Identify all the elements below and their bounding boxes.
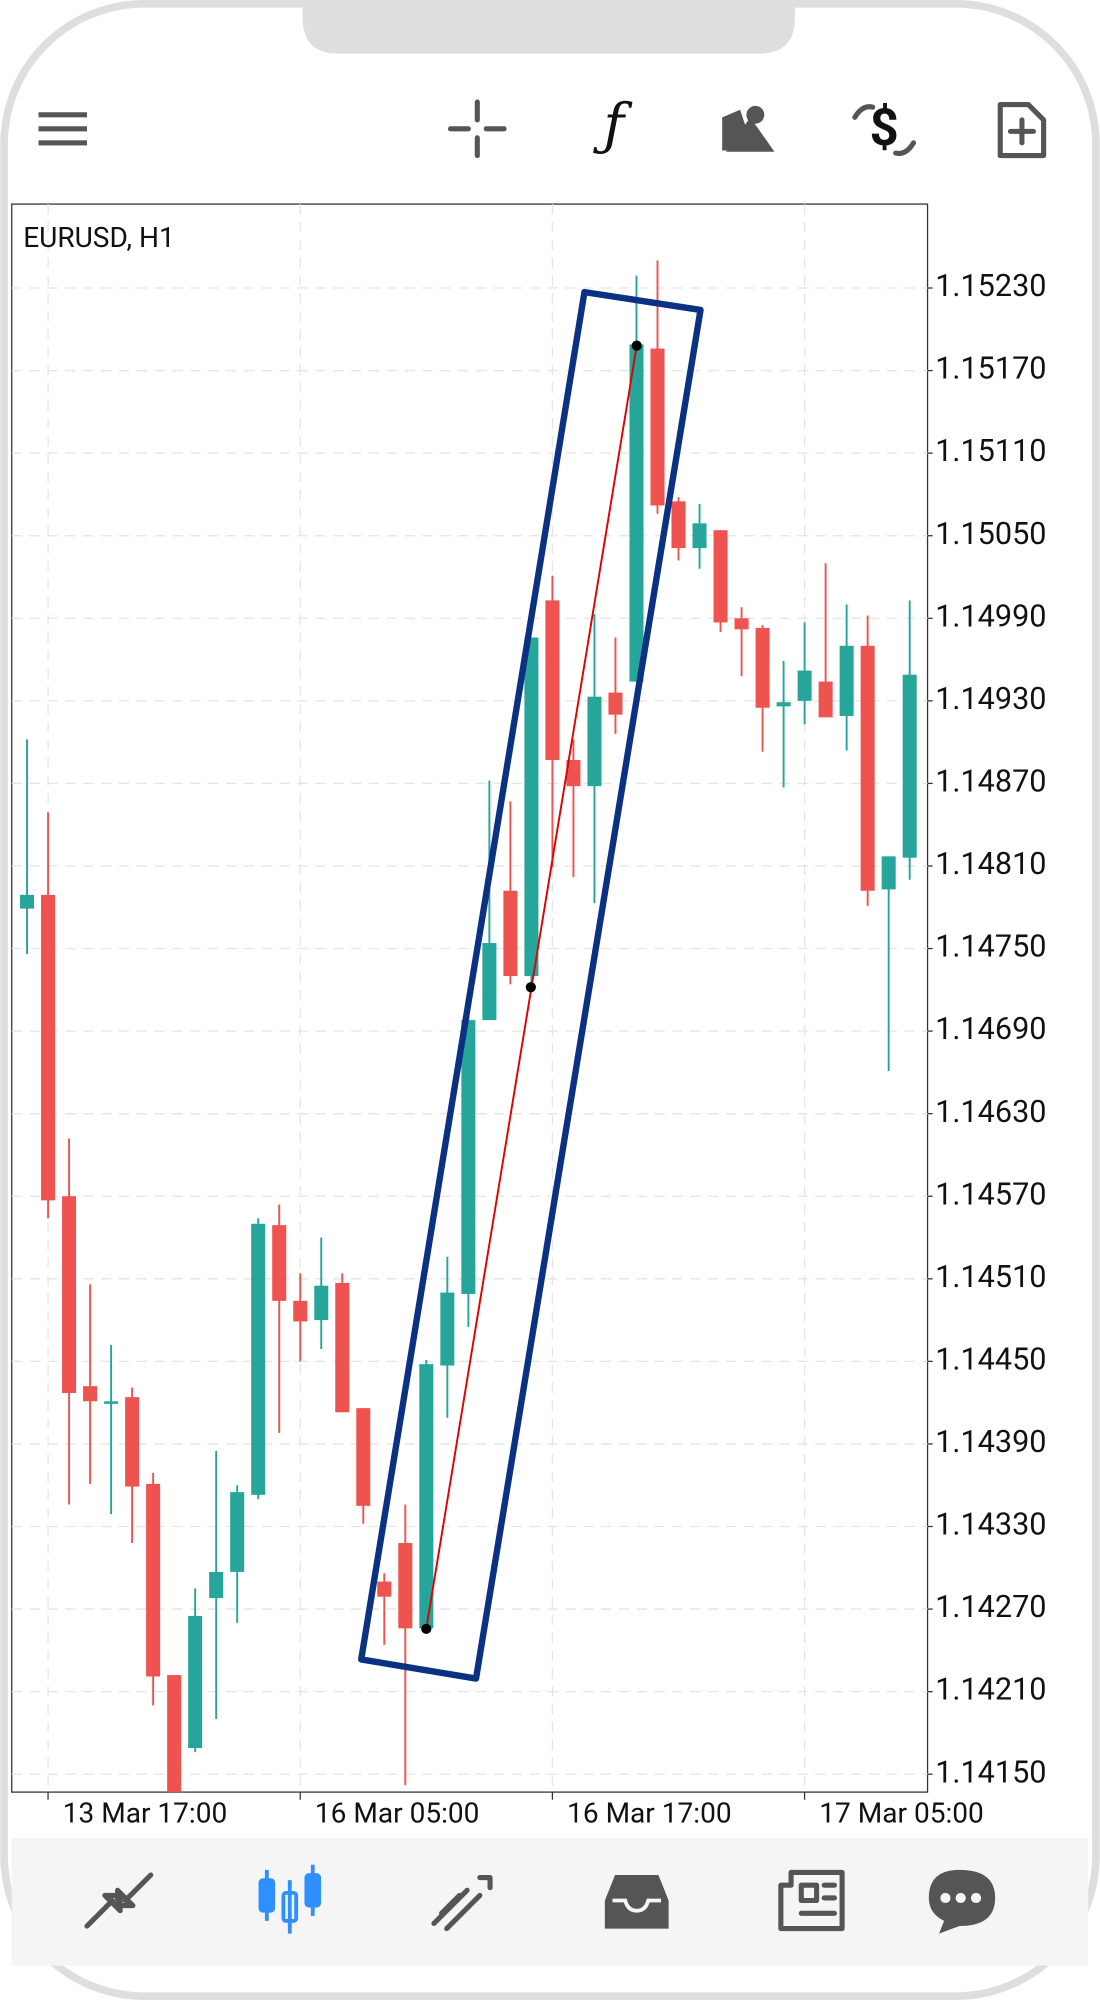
y-tick-label: 1.14150 <box>935 1755 1046 1790</box>
candle-body <box>188 1615 203 1749</box>
chart-title: EURUSD, H1 <box>23 221 175 254</box>
candle-body <box>545 600 560 761</box>
y-tick-label: 1.15110 <box>935 434 1046 469</box>
trend-point <box>421 1623 432 1634</box>
candle-body <box>902 674 917 858</box>
x-tick-label: 17 Mar 05:00 <box>819 1796 984 1829</box>
chart-tab[interactable] <box>258 1864 322 1934</box>
candle-body <box>524 637 539 977</box>
y-tick-label: 1.15050 <box>935 517 1046 552</box>
candle-body <box>356 1408 371 1506</box>
trade-tab[interactable] <box>431 1874 493 1932</box>
crosshair-button[interactable] <box>447 99 507 159</box>
y-tick-label: 1.15170 <box>935 352 1046 387</box>
trade-button[interactable]: $ <box>852 99 917 158</box>
candle-body <box>734 618 749 630</box>
y-tick-label: 1.14270 <box>935 1590 1046 1625</box>
candle-body <box>398 1543 413 1629</box>
candle-body <box>650 348 665 506</box>
y-tick-label: 1.14930 <box>935 682 1046 717</box>
trend-point <box>631 340 642 351</box>
y-tick-label: 1.14450 <box>935 1342 1046 1377</box>
y-tick-label: 1.14390 <box>935 1425 1046 1460</box>
chat-tab[interactable] <box>928 1869 996 1934</box>
y-tick-label: 1.14510 <box>935 1260 1046 1295</box>
candle-body <box>440 1292 455 1366</box>
y-tick-label: 1.14630 <box>935 1095 1046 1130</box>
candle-body <box>776 702 791 707</box>
candle-body <box>797 670 812 701</box>
y-tick-label: 1.15230 <box>935 269 1046 304</box>
candle-body <box>587 696 602 787</box>
candle-body <box>146 1483 161 1677</box>
candle-body <box>566 760 581 787</box>
y-tick-label: 1.14870 <box>935 765 1046 800</box>
channel-outline <box>358 288 704 1682</box>
candle-body <box>818 681 833 718</box>
candle-body <box>230 1492 245 1572</box>
candle-body <box>461 1020 476 1294</box>
candles <box>20 260 917 1793</box>
candle-body <box>125 1397 140 1487</box>
x-tick-label: 16 Mar 05:00 <box>315 1796 480 1829</box>
trend-point <box>525 982 536 993</box>
drawn-objects <box>358 288 704 1682</box>
candle-body <box>881 856 896 890</box>
candle-body <box>629 344 644 682</box>
history-tab[interactable] <box>604 1875 669 1929</box>
y-tick-label: 1.14990 <box>935 599 1046 634</box>
candle-body <box>167 1675 182 1793</box>
bottom-nav <box>11 1838 1089 1966</box>
candle-body <box>419 1364 434 1629</box>
candle-body <box>335 1282 350 1413</box>
y-tick-label: 1.14810 <box>935 847 1046 882</box>
bottom-nav-icons <box>84 1864 996 1934</box>
candle-body <box>671 501 686 549</box>
y-tick-label: 1.14690 <box>935 1012 1046 1047</box>
candle-body <box>377 1581 392 1597</box>
candle-body <box>314 1285 329 1321</box>
candle-body <box>272 1225 287 1301</box>
news-tab[interactable] <box>778 1869 845 1932</box>
candle-body <box>713 530 728 623</box>
candle-body <box>860 645 875 891</box>
y-tick-label: 1.14570 <box>935 1177 1046 1212</box>
y-tick-label: 1.14750 <box>935 930 1046 965</box>
grid <box>11 204 928 1793</box>
y-tick-label: 1.14330 <box>935 1508 1046 1543</box>
y-tick-label: 1.14210 <box>935 1673 1046 1708</box>
candle-body <box>482 943 497 1021</box>
candle-body <box>293 1300 308 1322</box>
objects-button[interactable] <box>722 105 775 152</box>
notch <box>302 0 795 54</box>
candle-body <box>608 692 623 715</box>
candle-body <box>41 894 56 1201</box>
candle-body <box>755 627 770 708</box>
quotes-tab[interactable] <box>84 1872 154 1929</box>
candle-body <box>20 894 35 909</box>
candle-body <box>62 1196 77 1394</box>
candle-body <box>251 1223 266 1495</box>
candle-body <box>692 523 707 549</box>
candle-body <box>104 1401 119 1404</box>
candle-body <box>83 1386 98 1402</box>
candle-body <box>209 1571 224 1599</box>
new-order-button[interactable] <box>997 102 1047 159</box>
menu-button[interactable] <box>38 112 87 146</box>
x-tick-label: 13 Mar 17:00 <box>63 1796 228 1829</box>
candle-body <box>839 645 854 716</box>
axis-labels: 1.14150 1.14210 1.14270 1.14330 1.14390 1.144… <box>47 269 1047 1829</box>
x-tick-label: 16 Mar 17:00 <box>567 1796 732 1829</box>
candle-body <box>503 890 518 977</box>
